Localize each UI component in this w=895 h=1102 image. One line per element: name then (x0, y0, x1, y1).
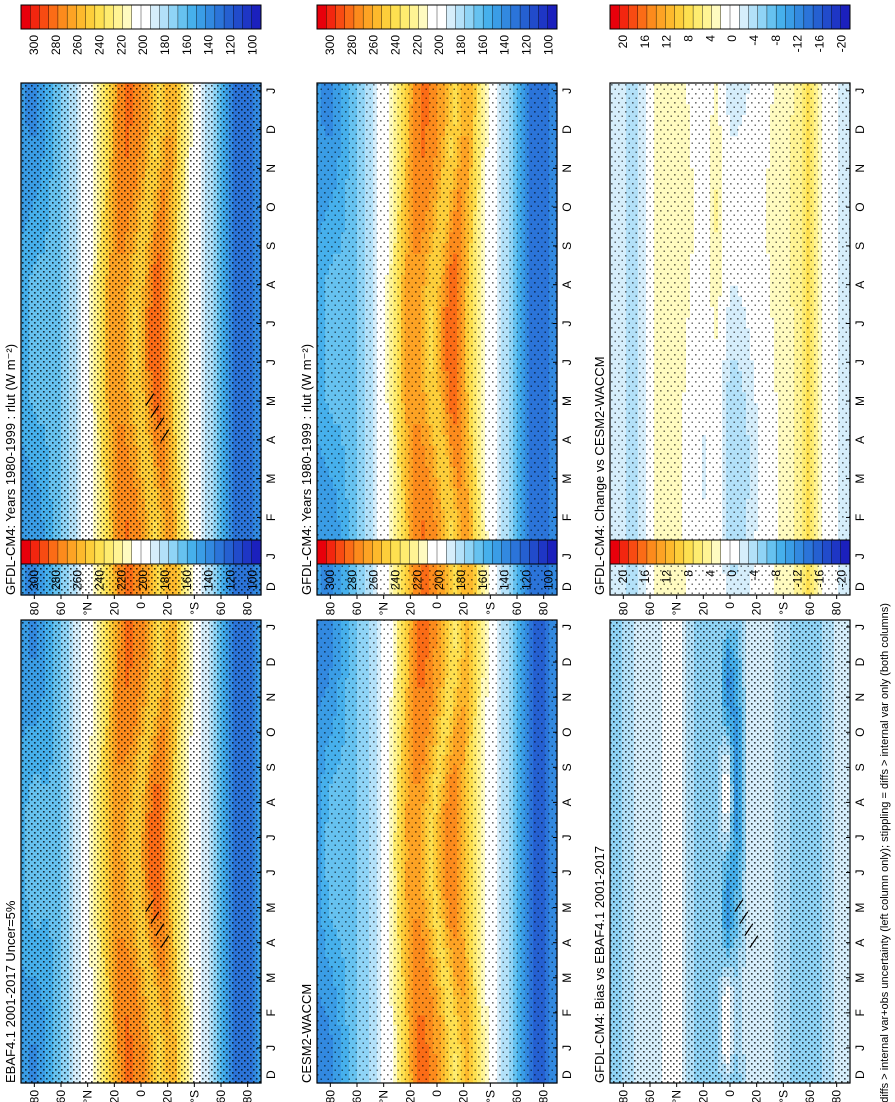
x-tick-label: J (264, 88, 278, 94)
x-tick-label: S (264, 242, 278, 250)
x-tick-label: J (264, 553, 278, 559)
x-tick-label: F (264, 514, 278, 521)
y-tick-label: 80 (27, 602, 41, 616)
y-tick-label: 60 (214, 602, 228, 616)
x-tick-label: A (264, 436, 278, 444)
x-tick-label: M (264, 474, 278, 484)
y-tick-label: 60 (54, 602, 68, 616)
figure: J F M A M J J A S O N D J D 80 60 °N 20 0 20 °S 60 80 GFDL-CM4:… (0, 0, 895, 1102)
stipple-overlay (21, 83, 261, 595)
panels-layer: J F M A M J J A S O N D J D 80 60 °N 20 0 20 °S 60 80 GFDL-CM4:… (3, 83, 867, 1102)
y-tick-label: 80 (241, 602, 255, 616)
x-tick-label: M (264, 396, 278, 406)
panel-title: GFDL-CM4: Years 1980-1999 : rlut (W m⁻²) (3, 344, 18, 595)
x-tick-label: J (264, 359, 278, 365)
y-tick-label: °N (81, 602, 95, 615)
x-tick-label: J (264, 320, 278, 326)
x-tick-label: D (264, 125, 278, 134)
y-tick-label: °S (187, 602, 201, 615)
x-tick-label: A (264, 281, 278, 289)
x-tick-label: O (264, 202, 278, 211)
panel-p1: J F M A M J J A S O N D J D 80 60 °N 20 0 20 °S 60 80 GFDL-CM4:… (3, 83, 278, 615)
corner-label: D (264, 582, 278, 591)
y-tick-label: 20 (161, 602, 175, 616)
y-tick-label: 0 (134, 602, 148, 609)
y-tick-label: 20 (107, 602, 121, 616)
x-tick-label: N (264, 164, 278, 173)
